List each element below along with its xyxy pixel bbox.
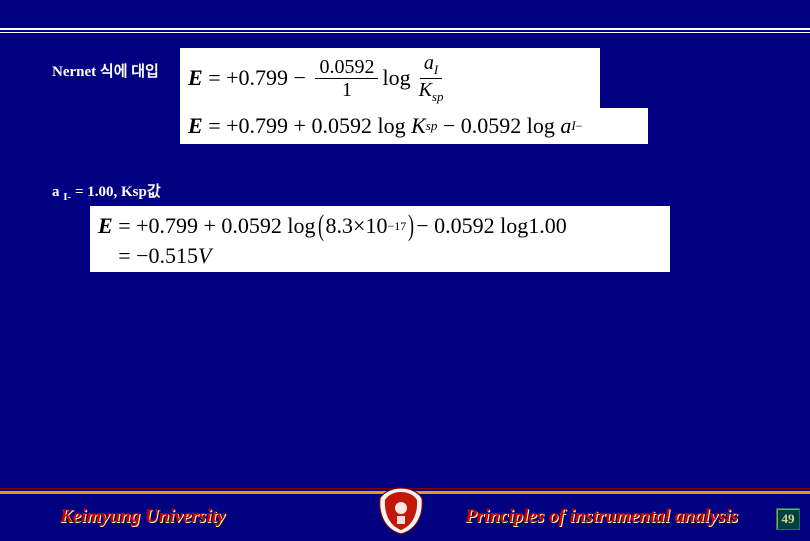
- page-number: 49: [776, 508, 800, 530]
- equation-2: E = +0.799 + 0.0592 log Ksp − 0.0592 log…: [188, 113, 583, 139]
- equation-box-2: E = +0.799 + 0.0592 log Ksp − 0.0592 log…: [180, 108, 648, 144]
- equation-1: E = +0.799 − 0.0592 1 log aI Ksp: [188, 52, 451, 104]
- footer-course: Principles of instrumental analysis: [465, 506, 738, 528]
- equation-box-1: E = +0.799 − 0.0592 1 log aI Ksp: [180, 48, 600, 108]
- label-nernst: Nernet 식에 대입: [52, 60, 159, 81]
- top-rule: [0, 28, 810, 30]
- label-conditions: a I- = 1.00, Ksp값: [52, 180, 161, 203]
- equation-box-3: E = +0.799 + 0.0592 log ( 8.3×10−17 ) − …: [90, 206, 670, 272]
- eq1-log: log: [382, 65, 410, 91]
- eq1-coeff-frac: 0.0592 1: [315, 56, 378, 101]
- eq1-const: +0.799: [226, 65, 288, 91]
- eq2-lhs: E: [188, 113, 203, 139]
- eq1-lhs: E: [188, 65, 203, 91]
- university-crest-icon: [374, 486, 428, 536]
- footer-band: Keimyung University Principles of instru…: [0, 484, 810, 540]
- footer-university: Keimyung University: [60, 506, 225, 528]
- eq1-arg-frac: aI Ksp: [415, 52, 448, 104]
- equation-3-line1: E = +0.799 + 0.0592 log ( 8.3×10−17 ) − …: [98, 209, 670, 243]
- equation-3-line2: E = −0.515 V: [98, 243, 670, 269]
